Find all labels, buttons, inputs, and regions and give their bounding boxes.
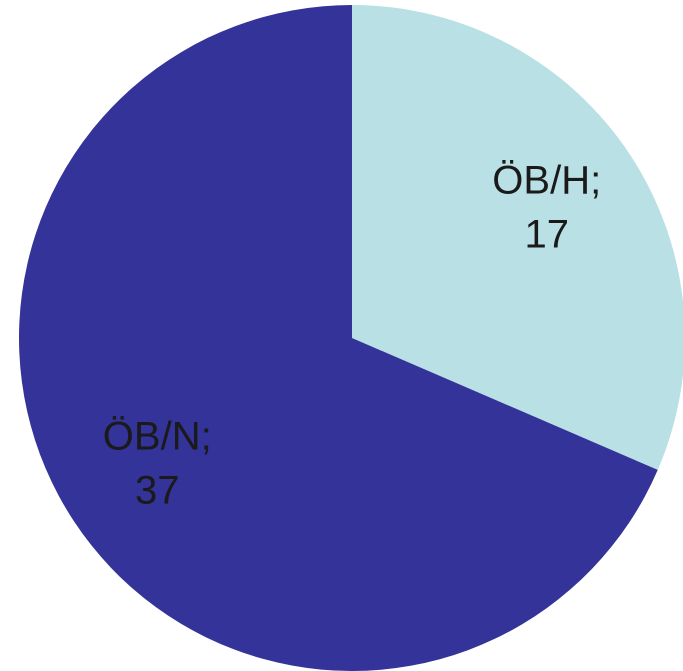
pie-slice (19, 5, 658, 671)
slice-value-label: 17 (525, 212, 570, 256)
pie-slice (352, 5, 683, 470)
slice-category-label: ÖB/N; (103, 415, 212, 459)
slice-value-label: 37 (135, 469, 180, 513)
slice-category-label: ÖB/H; (492, 158, 601, 202)
